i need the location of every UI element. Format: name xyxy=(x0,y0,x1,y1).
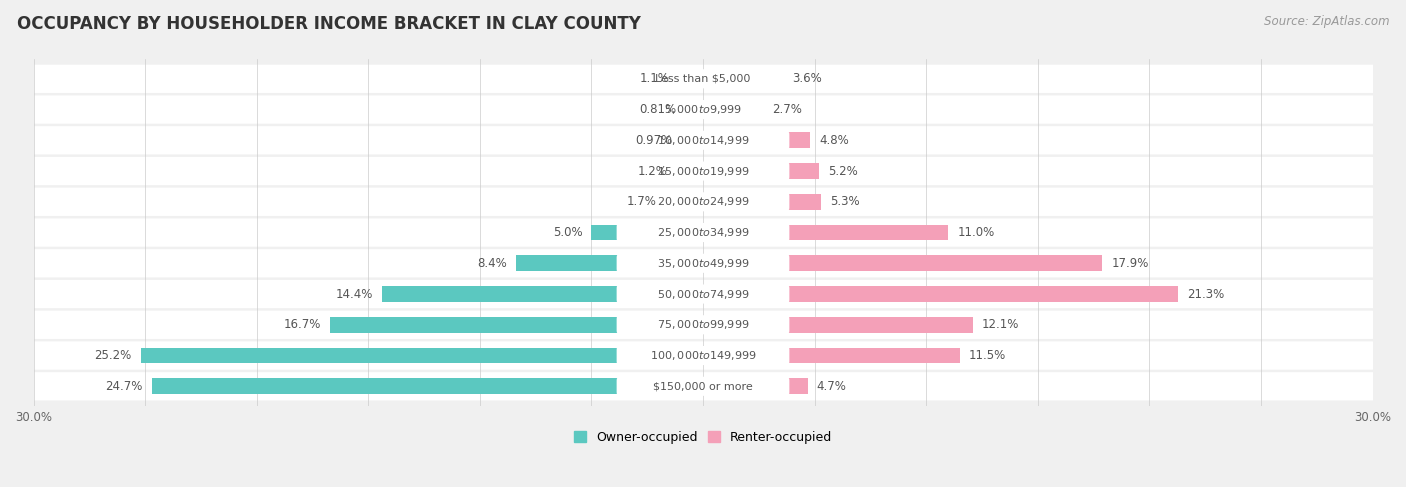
Bar xyxy=(703,102,763,117)
Text: 5.0%: 5.0% xyxy=(553,226,582,239)
FancyBboxPatch shape xyxy=(32,126,1374,154)
Text: $25,000 to $34,999: $25,000 to $34,999 xyxy=(657,226,749,239)
Bar xyxy=(703,71,783,87)
Text: 4.7%: 4.7% xyxy=(817,380,846,393)
Bar xyxy=(703,132,810,148)
Text: $15,000 to $19,999: $15,000 to $19,999 xyxy=(657,165,749,178)
Text: 5.2%: 5.2% xyxy=(828,165,858,178)
Text: 24.7%: 24.7% xyxy=(105,380,143,393)
FancyBboxPatch shape xyxy=(617,377,789,396)
FancyBboxPatch shape xyxy=(617,346,789,365)
Text: $35,000 to $49,999: $35,000 to $49,999 xyxy=(657,257,749,270)
Bar xyxy=(141,348,703,363)
Bar xyxy=(152,378,703,394)
Text: 8.4%: 8.4% xyxy=(477,257,506,270)
Text: 16.7%: 16.7% xyxy=(284,318,322,331)
Text: 11.0%: 11.0% xyxy=(957,226,994,239)
FancyBboxPatch shape xyxy=(617,284,789,303)
Bar xyxy=(703,194,821,209)
FancyBboxPatch shape xyxy=(617,315,789,335)
Bar xyxy=(516,256,703,271)
FancyBboxPatch shape xyxy=(617,100,789,119)
FancyBboxPatch shape xyxy=(617,223,789,242)
Text: $75,000 to $99,999: $75,000 to $99,999 xyxy=(657,318,749,331)
Text: $50,000 to $74,999: $50,000 to $74,999 xyxy=(657,287,749,300)
Text: $5,000 to $9,999: $5,000 to $9,999 xyxy=(664,103,742,116)
FancyBboxPatch shape xyxy=(32,311,1374,339)
Text: $100,000 to $149,999: $100,000 to $149,999 xyxy=(650,349,756,362)
FancyBboxPatch shape xyxy=(32,341,1374,370)
Text: Source: ZipAtlas.com: Source: ZipAtlas.com xyxy=(1264,15,1389,28)
FancyBboxPatch shape xyxy=(32,95,1374,124)
FancyBboxPatch shape xyxy=(32,280,1374,308)
Bar xyxy=(682,132,703,148)
Text: OCCUPANCY BY HOUSEHOLDER INCOME BRACKET IN CLAY COUNTY: OCCUPANCY BY HOUSEHOLDER INCOME BRACKET … xyxy=(17,15,641,33)
Bar xyxy=(592,225,703,241)
Bar xyxy=(665,194,703,209)
FancyBboxPatch shape xyxy=(32,157,1374,185)
Bar xyxy=(703,317,973,333)
Text: $150,000 or more: $150,000 or more xyxy=(654,381,752,391)
Bar xyxy=(703,256,1102,271)
Text: 1.1%: 1.1% xyxy=(640,72,669,85)
Legend: Owner-occupied, Renter-occupied: Owner-occupied, Renter-occupied xyxy=(568,426,838,449)
FancyBboxPatch shape xyxy=(32,187,1374,216)
FancyBboxPatch shape xyxy=(32,372,1374,400)
Text: 12.1%: 12.1% xyxy=(981,318,1019,331)
Text: 4.8%: 4.8% xyxy=(820,134,849,147)
Text: 3.6%: 3.6% xyxy=(792,72,823,85)
Bar xyxy=(703,286,1178,302)
Bar xyxy=(685,102,703,117)
FancyBboxPatch shape xyxy=(617,192,789,211)
Text: 17.9%: 17.9% xyxy=(1111,257,1149,270)
FancyBboxPatch shape xyxy=(617,131,789,150)
FancyBboxPatch shape xyxy=(32,249,1374,278)
FancyBboxPatch shape xyxy=(32,218,1374,247)
Text: 2.7%: 2.7% xyxy=(772,103,801,116)
Text: 21.3%: 21.3% xyxy=(1187,287,1225,300)
Bar xyxy=(381,286,703,302)
Bar xyxy=(676,163,703,179)
FancyBboxPatch shape xyxy=(32,65,1374,93)
Bar xyxy=(703,378,808,394)
Bar xyxy=(330,317,703,333)
Bar xyxy=(703,163,820,179)
Bar xyxy=(703,348,960,363)
FancyBboxPatch shape xyxy=(617,69,789,88)
Text: 5.3%: 5.3% xyxy=(830,195,860,208)
FancyBboxPatch shape xyxy=(617,162,789,181)
Text: 0.97%: 0.97% xyxy=(636,134,672,147)
Text: 1.7%: 1.7% xyxy=(626,195,657,208)
Text: $20,000 to $24,999: $20,000 to $24,999 xyxy=(657,195,749,208)
Text: 0.81%: 0.81% xyxy=(638,103,676,116)
Text: 14.4%: 14.4% xyxy=(336,287,373,300)
Text: $10,000 to $14,999: $10,000 to $14,999 xyxy=(657,134,749,147)
Text: 11.5%: 11.5% xyxy=(969,349,1005,362)
FancyBboxPatch shape xyxy=(617,254,789,273)
Bar xyxy=(679,71,703,87)
Text: Less than $5,000: Less than $5,000 xyxy=(655,74,751,84)
Text: 1.2%: 1.2% xyxy=(637,165,668,178)
Text: 25.2%: 25.2% xyxy=(94,349,132,362)
Bar xyxy=(703,225,949,241)
